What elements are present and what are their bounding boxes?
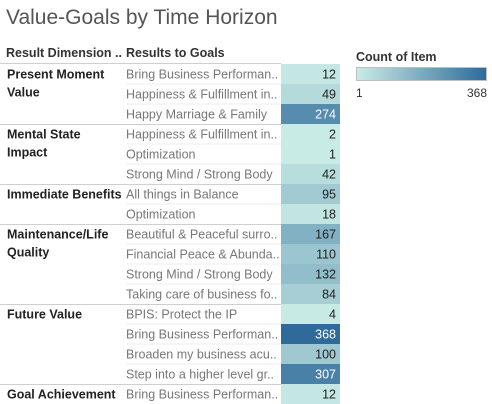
heat-cell-0-1[interactable] [281,84,340,104]
legend-color-ramp[interactable] [356,67,487,81]
heat-cell-5-0[interactable] [281,384,340,404]
heat-cell-4-0[interactable] [281,304,340,324]
goal-label-0-2[interactable]: Happy Marriage & Family [126,108,268,122]
cell-value-4-0: 4 [329,308,336,322]
cell-value-3-1: 110 [316,248,336,262]
cell-value-2-0: 95 [322,188,336,202]
cell-value-4-3: 307 [315,368,336,382]
goal-label-2-0[interactable]: All things in Balance [126,188,239,202]
legend-max-label: 368 [466,86,487,100]
chart-title: Value-Goals by Time Horizon [6,6,278,29]
heat-cell-2-1[interactable] [281,204,340,224]
dimension-label-2-0[interactable]: Immediate Benefits [7,188,122,202]
heat-cell-0-0[interactable] [281,64,340,84]
cell-value-1-2: 42 [322,168,336,182]
cell-value-1-1: 1 [329,148,336,162]
cell-value-0-2: 274 [315,108,336,122]
heat-cell-4-2[interactable] [281,344,340,364]
goal-label-4-1[interactable]: Bring Business Performan.. [126,328,278,342]
cell-value-0-1: 49 [322,88,336,102]
dimension-label-1-0[interactable]: Mental State [7,128,81,142]
goal-label-4-0[interactable]: BPIS: Protect the IP [126,308,237,322]
dimension-label-5-0[interactable]: Goal Achievement [7,388,116,402]
heat-cell-3-3[interactable] [281,284,340,304]
dimension-label-1-1[interactable]: Impact [7,146,48,160]
dimension-label-3-0[interactable]: Maintenance/Life [7,228,108,242]
goal-label-1-1[interactable]: Optimization [126,148,196,162]
dimension-label-3-1[interactable]: Quality [7,246,49,260]
cell-value-5-0: 12 [322,388,336,402]
dimension-label-4-0[interactable]: Future Value [7,308,82,322]
goal-label-2-1[interactable]: Optimization [126,208,196,222]
column-header-goals[interactable]: Results to Goals [126,46,225,60]
goal-label-3-3[interactable]: Taking care of business fo.. [126,288,277,302]
cell-value-4-1: 368 [315,328,336,342]
legend-min-label: 1 [356,86,363,100]
goal-label-1-0[interactable]: Happiness & Fulfillment in.. [126,128,277,142]
cell-value-4-2: 100 [315,348,336,362]
dimension-label-0-0[interactable]: Present Moment [7,68,105,82]
goal-label-0-0[interactable]: Bring Business Performan.. [126,68,278,82]
cell-value-1-0: 2 [329,128,336,142]
goal-label-3-0[interactable]: Beautiful & Peaceful surro.. [126,228,277,242]
goal-label-5-0[interactable]: Bring Business Performan.. [126,388,278,402]
heat-cell-3-2[interactable] [281,264,340,284]
cell-value-0-0: 12 [322,68,336,82]
goal-label-4-3[interactable]: Step into a higher level gr.. [126,368,274,382]
goal-label-4-2[interactable]: Broaden my business acu.. [126,348,277,362]
heat-cell-4-1[interactable] [281,324,340,344]
heat-cell-2-0[interactable] [281,184,340,204]
heat-cell-3-0[interactable] [281,224,340,244]
column-header-dimension[interactable]: Result Dimension .. [6,46,122,60]
cell-value-2-1: 18 [322,208,336,222]
cell-value-3-0: 167 [315,228,336,242]
heat-cell-1-0[interactable] [281,124,340,144]
heat-cell-1-2[interactable] [281,164,340,184]
heat-cell-0-2[interactable] [281,104,340,124]
heat-cell-1-1[interactable] [281,144,340,164]
legend-title: Count of Item [356,50,437,64]
goal-label-0-1[interactable]: Happiness & Fulfillment in.. [126,88,277,102]
heat-cell-4-3[interactable] [281,364,340,384]
goal-label-1-2[interactable]: Strong Mind / Strong Body [126,168,273,182]
dimension-label-0-1[interactable]: Value [7,86,40,100]
cell-value-3-3: 84 [322,288,336,302]
goal-label-3-2[interactable]: Strong Mind / Strong Body [126,268,273,282]
cell-value-3-2: 132 [315,268,336,282]
heat-cell-3-1[interactable] [281,244,340,264]
goal-label-3-1[interactable]: Financial Peace & Abunda.. [126,248,280,262]
